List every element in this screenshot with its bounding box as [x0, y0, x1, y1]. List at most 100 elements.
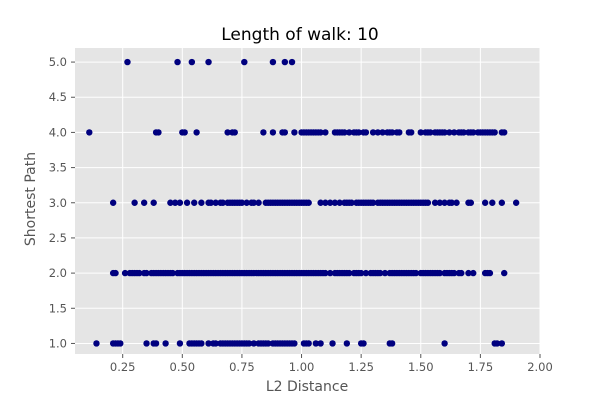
data-point	[501, 129, 508, 136]
data-point	[360, 340, 367, 347]
data-point	[317, 199, 324, 206]
data-point	[269, 58, 277, 66]
data-point	[362, 269, 370, 277]
data-point	[188, 58, 196, 66]
data-point	[198, 199, 205, 206]
data-point	[436, 269, 444, 277]
data-point	[470, 269, 477, 277]
data-point	[465, 269, 472, 277]
y-tick-label: 3.5	[49, 161, 67, 175]
data-point	[191, 199, 198, 206]
data-point	[291, 340, 298, 347]
data-point	[288, 58, 296, 66]
x-tick-label: 0.75	[229, 360, 255, 374]
data-point	[501, 269, 508, 277]
data-point	[412, 269, 420, 277]
data-point	[212, 199, 219, 206]
data-point	[369, 199, 377, 206]
y-axis-label: Shortest Path	[23, 152, 39, 246]
data-point	[174, 58, 181, 66]
data-point	[317, 129, 324, 136]
data-point	[379, 129, 386, 136]
x-tick-label: 2.00	[527, 360, 553, 374]
data-point	[212, 340, 219, 347]
data-point	[136, 269, 143, 277]
y-tick-label: 4.0	[49, 125, 67, 139]
data-point	[331, 199, 339, 206]
data-point	[255, 199, 262, 206]
data-point	[281, 58, 289, 66]
y-tick-label: 1.0	[49, 336, 67, 350]
data-point	[436, 199, 444, 206]
data-point	[93, 340, 100, 347]
data-point	[112, 269, 119, 277]
data-point	[498, 199, 506, 206]
data-point	[369, 129, 377, 136]
data-point	[493, 340, 501, 347]
data-point	[205, 58, 212, 66]
data-point	[250, 199, 258, 206]
x-axis-label: L2 Distance	[266, 379, 348, 395]
data-point	[124, 58, 131, 66]
data-point	[322, 199, 329, 206]
data-point	[312, 340, 320, 347]
data-point	[167, 199, 174, 206]
data-point	[86, 129, 93, 136]
data-point	[183, 199, 191, 206]
data-point	[198, 340, 205, 347]
x-tick-label: 0.50	[170, 360, 196, 374]
data-point	[424, 199, 432, 206]
data-point	[291, 129, 298, 136]
data-point	[346, 269, 353, 277]
data-point	[121, 269, 129, 277]
data-point	[470, 129, 477, 136]
data-point	[450, 269, 458, 277]
data-point	[491, 129, 498, 136]
data-point	[281, 129, 289, 136]
y-tick-label: 3.0	[49, 196, 67, 210]
data-point	[241, 58, 248, 66]
data-point	[431, 199, 439, 206]
data-point	[269, 129, 277, 136]
x-tick-label: 1.00	[289, 360, 315, 374]
data-point	[357, 269, 365, 277]
data-point	[231, 129, 238, 136]
x-tick-label: 1.50	[408, 360, 434, 374]
data-point	[205, 340, 212, 347]
data-point	[355, 129, 362, 136]
data-point	[171, 199, 179, 206]
y-tick-label: 2.0	[49, 266, 67, 280]
data-point	[264, 340, 272, 347]
y-tick-label: 1.5	[49, 301, 67, 315]
data-point	[417, 129, 424, 136]
data-point	[305, 199, 312, 206]
data-points	[86, 58, 520, 347]
data-point	[143, 340, 150, 347]
data-point	[238, 199, 246, 206]
data-point	[169, 269, 176, 277]
data-point	[162, 340, 169, 347]
data-point	[193, 129, 200, 136]
x-tick-label: 0.25	[110, 360, 136, 374]
data-point	[446, 129, 453, 136]
data-point	[441, 129, 448, 136]
data-point	[441, 340, 448, 347]
data-point	[396, 129, 403, 136]
data-point	[486, 269, 494, 277]
data-point	[329, 340, 336, 347]
data-point	[117, 340, 124, 347]
chart-title: Length of walk: 10	[221, 25, 378, 45]
data-point	[322, 269, 329, 277]
data-point	[336, 199, 343, 206]
data-point	[155, 129, 162, 136]
data-point	[481, 199, 489, 206]
data-point	[362, 129, 370, 136]
data-point	[152, 340, 160, 347]
data-point	[150, 199, 157, 206]
data-point	[224, 129, 231, 136]
data-point	[219, 199, 227, 206]
data-point	[260, 129, 267, 136]
data-point	[341, 129, 348, 136]
